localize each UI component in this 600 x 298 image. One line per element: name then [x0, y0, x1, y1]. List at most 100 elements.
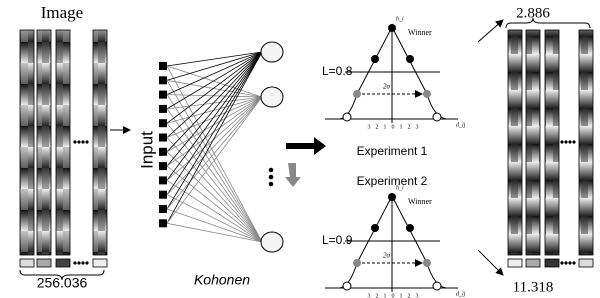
dot: [572, 261, 575, 264]
gray-arrow: [285, 163, 301, 187]
diagram: Image 256.036 Input Kohonen 2.886 11.318…: [0, 0, 600, 298]
connection: [167, 109, 262, 242]
neighbour: [343, 282, 351, 290]
winner-label: Winner: [408, 28, 432, 37]
x-axis-label: d_ij: [456, 122, 466, 128]
curve: [340, 196, 446, 288]
neighbour: [423, 259, 431, 267]
arrow: [478, 250, 503, 275]
tick-label: 3: [368, 124, 371, 130]
neighbour: [423, 90, 431, 98]
output-node: [261, 42, 283, 62]
dot: [560, 140, 563, 143]
input-label: Input: [137, 131, 156, 169]
dot: [85, 261, 88, 264]
input-node: [159, 119, 167, 127]
neighbour: [353, 259, 361, 267]
connection: [167, 52, 262, 209]
image-column: [508, 30, 522, 255]
neighbour: [371, 55, 379, 63]
dot: [85, 140, 88, 143]
swatch: [526, 259, 540, 267]
image-column: [545, 30, 559, 255]
experiment-title: Experiment 1: [357, 144, 428, 158]
dot: [572, 140, 575, 143]
swatch: [56, 259, 70, 267]
tick-label: 2: [376, 124, 379, 130]
winner-node: [388, 24, 396, 32]
bottom-count: 11.318: [513, 279, 554, 295]
image-column: [37, 30, 51, 255]
input-node: [159, 162, 167, 170]
connection: [167, 52, 262, 109]
neighbour: [343, 113, 351, 121]
tick-label: 0: [392, 293, 395, 298]
swatch: [508, 259, 522, 267]
image-column: [56, 30, 70, 255]
input-node: [159, 205, 167, 213]
dot: [81, 261, 84, 264]
input-node: [159, 134, 167, 142]
experiment-title: Experiment 2: [357, 174, 428, 188]
winner-label: Winner: [408, 197, 432, 206]
dot: [269, 182, 274, 187]
tick-label: 1: [400, 124, 403, 130]
tick-label: 1: [384, 293, 387, 298]
neighbour: [433, 282, 441, 290]
swatch: [20, 259, 34, 267]
connection: [167, 123, 262, 242]
arrow: [478, 20, 503, 42]
connection: [167, 52, 262, 123]
dot: [81, 140, 84, 143]
input-node: [159, 148, 167, 156]
neighbour: [433, 113, 441, 121]
input-node: [159, 191, 167, 199]
dot: [568, 261, 571, 264]
connection: [167, 97, 262, 123]
y-axis-label: h_i: [396, 16, 404, 22]
dot: [269, 175, 274, 180]
dot: [564, 261, 567, 264]
x-axis-label: d_ij: [456, 291, 466, 297]
dot: [564, 140, 567, 143]
tick-label: 1: [384, 124, 387, 130]
dot: [73, 140, 76, 143]
image-column: [579, 30, 593, 255]
input-node: [159, 176, 167, 184]
neighbour: [353, 90, 361, 98]
tick-label: 2: [408, 124, 411, 130]
level-label: L=0.8: [322, 64, 353, 78]
neighbour: [406, 55, 414, 63]
connection: [167, 97, 262, 195]
output-node: [261, 87, 283, 107]
level-label: L=0.9: [322, 233, 353, 247]
swatch: [579, 259, 593, 267]
input-node: [159, 219, 167, 227]
network-label: Kohonen: [194, 272, 250, 288]
tick-label: 0: [392, 124, 395, 130]
image-column: [93, 30, 107, 255]
dot: [269, 168, 274, 173]
connection: [167, 52, 262, 66]
tick-label: 2: [376, 293, 379, 298]
sigma-label: 2σ: [383, 83, 391, 91]
left-count: 256.036: [37, 275, 88, 291]
swatch: [93, 259, 107, 267]
input-node: [159, 91, 167, 99]
winner-node: [388, 193, 396, 201]
sigma-label: 2σ: [383, 252, 391, 260]
connection: [167, 52, 262, 223]
dot: [77, 261, 80, 264]
connection: [167, 209, 262, 242]
output-node: [261, 232, 283, 252]
swatch: [37, 259, 51, 267]
image-column: [20, 30, 34, 255]
image-label: Image: [41, 3, 83, 22]
black-arrow: [286, 137, 326, 155]
tick-label: 2: [408, 293, 411, 298]
tick-label: 1: [400, 293, 403, 298]
dot: [560, 261, 563, 264]
tick-label: 3: [416, 293, 419, 298]
dot: [77, 140, 80, 143]
neighbour: [406, 224, 414, 232]
